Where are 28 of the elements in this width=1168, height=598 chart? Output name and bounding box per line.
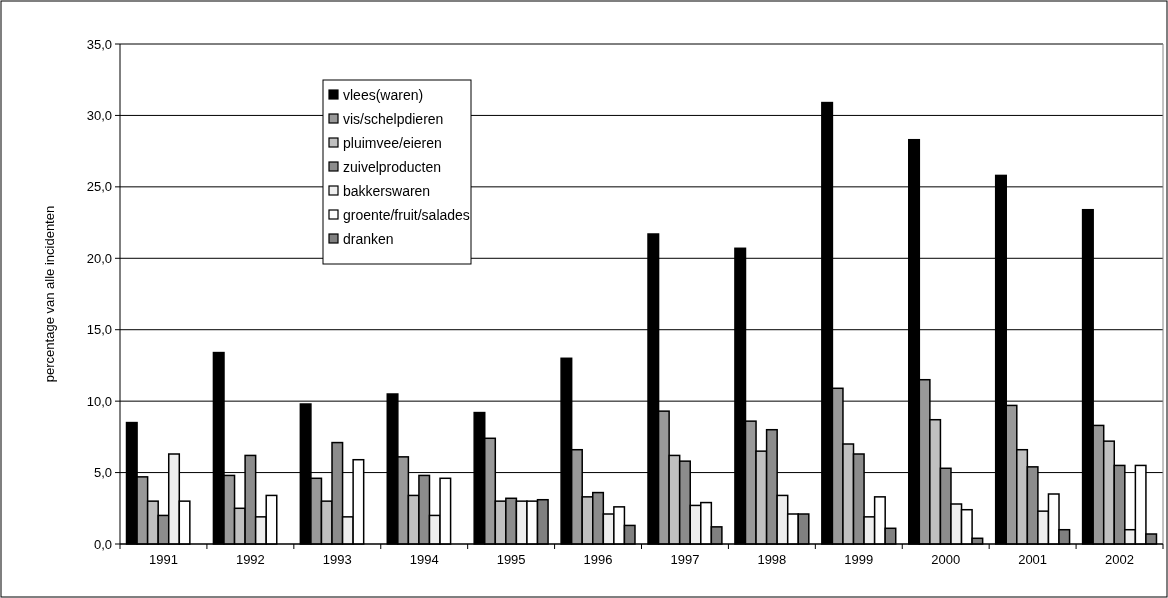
x-tick-label: 1996 xyxy=(583,552,613,567)
x-tick-label: 2001 xyxy=(1018,552,1048,567)
y-tick-label: 35,0 xyxy=(86,36,112,52)
x-tick-label: 1992 xyxy=(235,552,265,567)
legend-label: bakkerswaren xyxy=(343,182,431,199)
y-tick-label: 25,0 xyxy=(86,179,112,195)
y-tick-label: 5,0 xyxy=(93,465,112,481)
x-tick-label: 2002 xyxy=(1105,552,1134,567)
x-tick-label: 2000 xyxy=(931,552,961,567)
x-tick-label: 1997 xyxy=(670,552,700,567)
x-tick-label: 1994 xyxy=(409,552,439,567)
x-tick-label: 1993 xyxy=(322,552,352,567)
y-tick-label: 30,0 xyxy=(86,107,112,123)
y-tick-label: 0,0 xyxy=(93,536,112,552)
legend-label: dranken xyxy=(343,230,394,247)
x-tick-label: 1999 xyxy=(844,552,874,567)
legend-label: zuivelproducten xyxy=(343,158,442,175)
x-tick-label: 1991 xyxy=(149,552,178,567)
legend-label: vlees(waren) xyxy=(343,86,424,103)
x-tick-label: 1998 xyxy=(757,552,787,567)
x-tick-label: 1995 xyxy=(496,552,526,567)
y-tick-label: 10,0 xyxy=(86,393,112,409)
legend-label: groente/fruit/salades xyxy=(343,206,470,223)
y-tick-label: 15,0 xyxy=(86,322,112,338)
y-axis-title: percentage van alle incidenten xyxy=(42,205,57,383)
legend-label: pluimvee/eieren xyxy=(343,134,442,151)
y-tick-label: 20,0 xyxy=(86,250,112,266)
legend-label: vis/schelpdieren xyxy=(343,110,444,127)
